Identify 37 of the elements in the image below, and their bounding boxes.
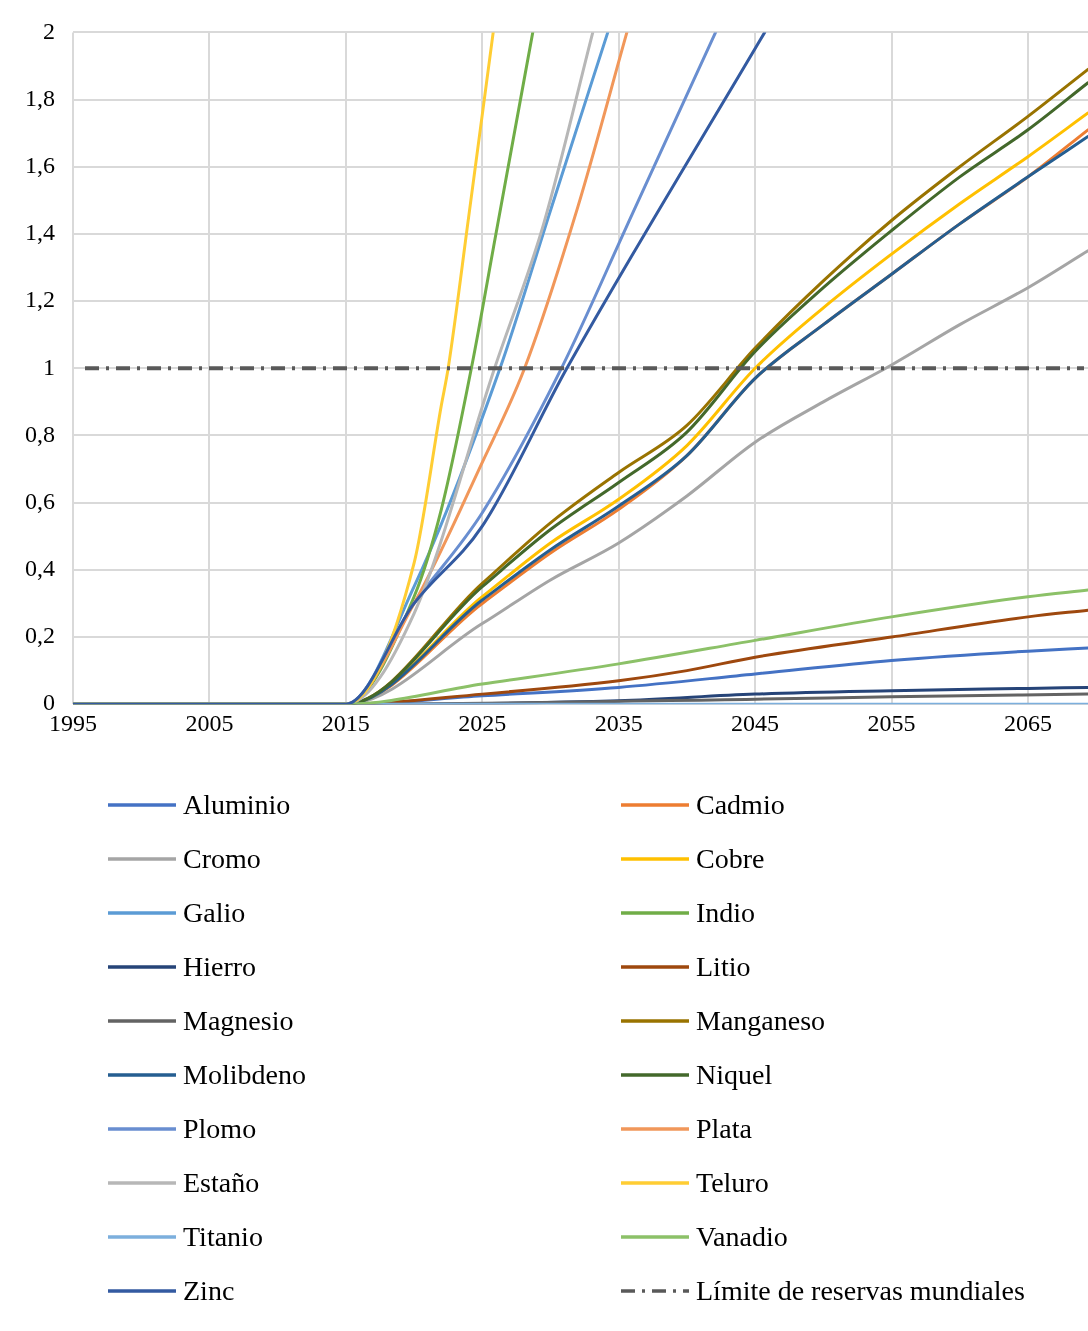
- legend-label: Cromo: [183, 843, 261, 875]
- y-tick-label: 1,6: [25, 152, 55, 179]
- y-tick-label: 0,8: [25, 420, 55, 447]
- x-tick-label: 2005: [185, 709, 234, 736]
- y-tick-label: 1,4: [25, 219, 55, 246]
- y-tick-label: 1,8: [25, 84, 55, 111]
- x-tick-label: 2045: [731, 709, 780, 736]
- x-tick-label: 2055: [867, 709, 916, 736]
- legend-label: Cadmio: [696, 789, 785, 821]
- legend-label: Aluminio: [183, 789, 291, 821]
- x-tick-label: 2035: [594, 709, 643, 736]
- legend-label: Litio: [696, 951, 751, 983]
- legend-label: Galio: [183, 897, 246, 929]
- legend-label: Cobre: [696, 843, 765, 875]
- x-tick-label: 2025: [458, 709, 507, 736]
- legend-label: Zinc: [183, 1275, 235, 1307]
- legend-label: Estaño: [183, 1167, 260, 1199]
- legend-label: Plomo: [183, 1113, 257, 1145]
- x-tick-label: 2065: [1003, 709, 1052, 736]
- y-tick-label: 1: [43, 353, 55, 380]
- legend-label: Niquel: [696, 1059, 773, 1091]
- y-tick-label: 2: [43, 17, 55, 44]
- legend-label: Titanio: [183, 1221, 263, 1253]
- x-tick-label: 2015: [321, 709, 370, 736]
- legend-label: Molibdeno: [183, 1059, 306, 1091]
- y-tick-label: 0,2: [25, 622, 55, 649]
- legend-label: Vanadio: [696, 1221, 788, 1253]
- y-tick-label: 0,4: [25, 555, 55, 582]
- y-tick-label: 1,2: [25, 286, 55, 313]
- legend-label: Indio: [696, 897, 756, 929]
- legend-label: Teluro: [696, 1167, 769, 1199]
- legend-label: Hierro: [183, 951, 257, 983]
- legend-label: Magnesio: [183, 1005, 294, 1037]
- legend-label: Manganeso: [696, 1005, 826, 1037]
- legend-label: Plata: [696, 1113, 752, 1145]
- legend-label: Límite de reservas mundiales: [696, 1275, 1025, 1307]
- y-tick-label: 0,6: [25, 487, 55, 514]
